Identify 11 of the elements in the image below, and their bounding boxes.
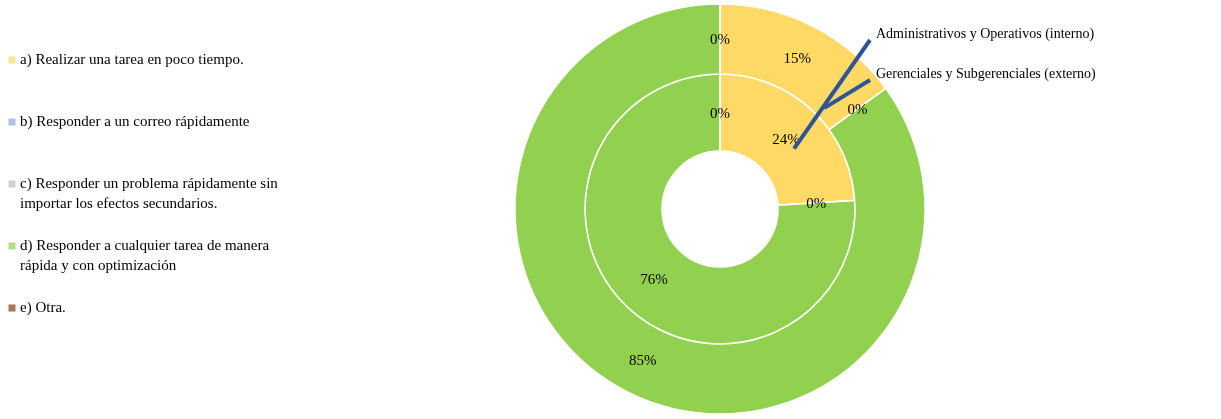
data-label: 15% [783,49,811,66]
legend-label: c) Responder un problema rápidamente sin importar los efectos secundarios. [20,175,279,211]
data-label: 85% [629,352,657,369]
legend-label: d) Responder a cualquier tarea de manera rápida y con optimización [20,237,270,273]
legend-label: a) Realizar una tarea en poco tiempo. [20,51,244,68]
legend-label: e) Otra. [20,299,66,316]
data-label: 24% [772,130,800,147]
legend-label: b) Responder a un correo rápidamente [20,113,250,130]
data-label: 76% [640,271,668,288]
slice-label: Administrativos y Operativos (interno) [876,26,1095,42]
slice-label: Gerenciales y Subgerenciales (externo) [876,66,1096,82]
